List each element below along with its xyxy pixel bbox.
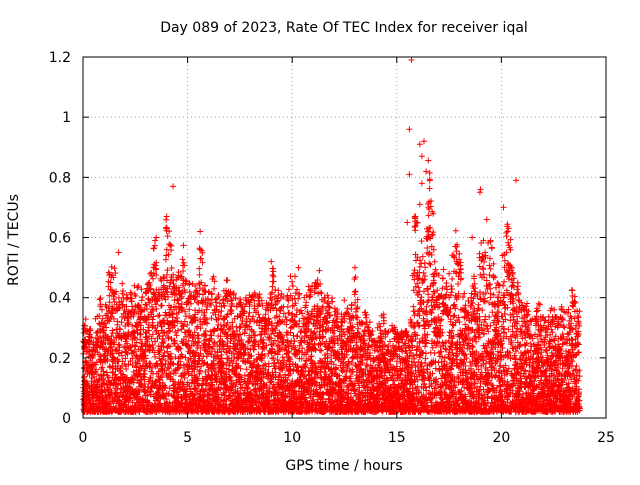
data-point bbox=[150, 276, 156, 282]
data-point bbox=[175, 328, 181, 334]
data-point bbox=[180, 263, 186, 269]
data-point bbox=[237, 296, 243, 302]
data-point bbox=[196, 266, 202, 272]
data-point bbox=[290, 283, 296, 289]
data-point bbox=[197, 368, 203, 374]
data-point bbox=[224, 277, 230, 283]
data-point bbox=[322, 352, 328, 358]
data-point bbox=[167, 242, 173, 248]
data-point bbox=[139, 297, 145, 303]
data-point bbox=[109, 264, 115, 270]
data-point bbox=[298, 308, 304, 314]
data-points bbox=[80, 57, 583, 415]
data-point bbox=[251, 346, 257, 352]
data-point bbox=[197, 272, 203, 278]
data-point bbox=[156, 312, 162, 318]
data-point bbox=[112, 265, 118, 271]
data-point bbox=[257, 332, 263, 338]
data-point bbox=[353, 309, 359, 315]
data-point bbox=[119, 291, 125, 297]
data-point bbox=[83, 316, 89, 322]
data-point bbox=[309, 353, 315, 359]
data-point bbox=[155, 313, 161, 319]
data-point bbox=[270, 272, 276, 278]
data-point bbox=[270, 268, 276, 274]
data-point bbox=[180, 242, 186, 248]
data-point bbox=[159, 302, 165, 308]
data-point bbox=[286, 286, 292, 292]
data-point bbox=[180, 256, 186, 262]
data-point bbox=[166, 335, 172, 341]
data-point bbox=[98, 295, 104, 301]
data-point bbox=[319, 290, 325, 296]
data-point bbox=[186, 282, 192, 288]
data-point bbox=[317, 347, 323, 353]
data-point bbox=[132, 344, 138, 350]
data-point bbox=[119, 281, 125, 287]
data-point bbox=[180, 268, 186, 274]
data-point bbox=[318, 348, 324, 354]
data-point bbox=[297, 329, 303, 335]
data-point bbox=[246, 310, 252, 316]
data-point bbox=[137, 331, 143, 337]
data-point bbox=[354, 305, 360, 311]
data-point bbox=[100, 316, 106, 322]
data-point bbox=[165, 233, 171, 239]
data-point bbox=[208, 315, 214, 321]
data-point bbox=[111, 296, 117, 302]
data-point bbox=[341, 297, 347, 303]
data-point bbox=[360, 320, 366, 326]
data-point bbox=[125, 295, 131, 301]
data-point bbox=[292, 273, 298, 279]
data-point bbox=[317, 329, 323, 335]
data-point bbox=[117, 326, 123, 332]
data-point bbox=[139, 294, 145, 300]
data-point bbox=[353, 288, 359, 294]
data-point bbox=[120, 288, 126, 294]
data-point bbox=[174, 332, 180, 338]
data-point bbox=[135, 283, 141, 289]
data-point bbox=[198, 256, 204, 262]
data-point bbox=[376, 321, 382, 327]
data-point bbox=[97, 297, 103, 303]
data-point bbox=[289, 311, 295, 317]
data-point bbox=[252, 333, 258, 339]
data-point bbox=[270, 279, 276, 285]
data-point bbox=[234, 364, 240, 370]
data-point bbox=[289, 279, 295, 285]
data-point bbox=[270, 266, 276, 272]
data-point bbox=[363, 315, 369, 321]
data-point bbox=[163, 217, 169, 223]
data-point bbox=[285, 304, 291, 310]
data-point bbox=[158, 303, 164, 309]
